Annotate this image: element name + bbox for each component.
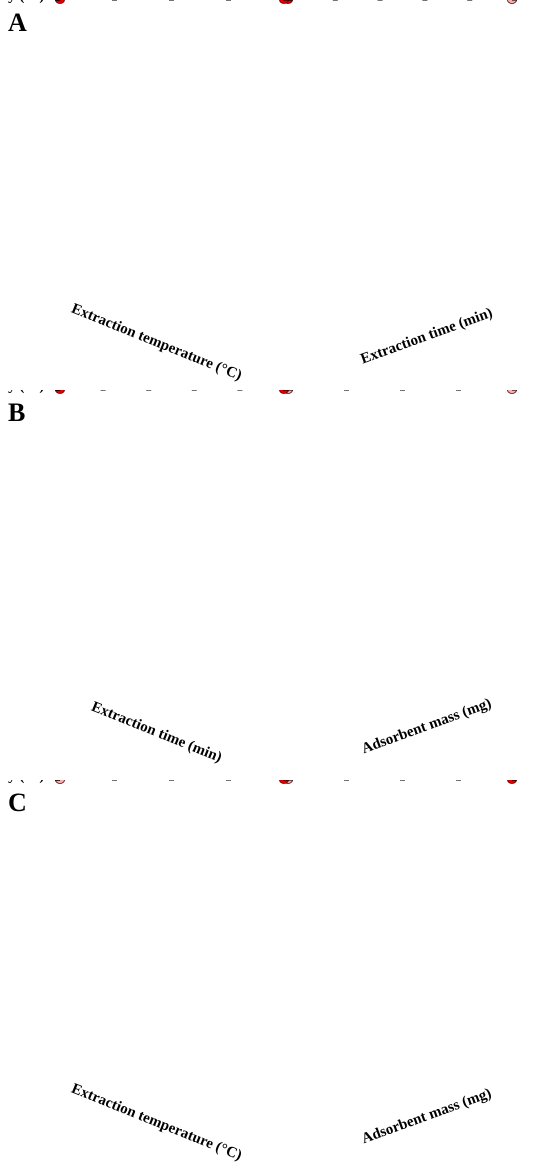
x-tick-label: 25.00 (212, 390, 236, 393)
y-tick-label: 0.40 (406, 390, 425, 393)
z-tick-label: 75 (43, 0, 54, 3)
y-tick-label: 40.00 (473, 0, 497, 3)
y-tick-label: 0.30 (350, 390, 369, 393)
design-point (507, 0, 517, 4)
y-tick-label: 45.00 (518, 0, 542, 3)
y-tick-label: 0.20 (294, 390, 313, 393)
axes: 55606570758085 25.00 30.00 35.00 40.00 45.00 0… (0, 780, 537, 1164)
z-tick-label: 60 (43, 390, 54, 393)
x-tick-label: 45.00 (29, 0, 53, 3)
z-tick-label: 70 (43, 780, 54, 783)
x-axis-label: Extraction time (min) (89, 699, 224, 766)
z-tick-label: 85 (43, 390, 54, 393)
z-tick-label: 55 (43, 780, 54, 783)
panel-label-c: C (8, 788, 27, 817)
x-tick-label: 25.00 (257, 0, 281, 3)
z-tick-label: 80 (43, 390, 54, 393)
x-axis-label: Extraction temperature (°C) (69, 1081, 244, 1164)
x-tick-label: 40.00 (86, 0, 110, 3)
z-tick-label: 55 (43, 0, 54, 3)
design-point (279, 0, 289, 4)
axes: 55606570758085 25.00 30.00 35.00 40.00 45.00 2… (0, 0, 542, 384)
design-points (55, 390, 517, 394)
x-tick-label: 45.00 (29, 390, 53, 393)
surface-plot-a: 55606570758085 25.00 30.00 35.00 40.00 45.00 2… (0, 0, 542, 384)
panel-a: 5560657075808525.0030.0035.0040.0045.002… (0, 0, 550, 390)
y-tick-label: 0.60 (518, 390, 537, 393)
x-tick-label: 35.00 (143, 780, 167, 783)
x-tick-label: 40.00 (75, 390, 99, 393)
panel-label-b: B (8, 398, 26, 427)
x-tick-label: 30.00 (166, 390, 190, 393)
z-tick-label: 55 (43, 390, 54, 393)
y-tick-label: 20.00 (294, 0, 318, 3)
design-point (507, 390, 517, 394)
z-tick-label: 65 (43, 0, 54, 3)
x-tick-label: 35.00 (120, 390, 144, 393)
z-tick-label: 60 (43, 0, 54, 3)
y-tick-label: 25.00 (339, 0, 363, 3)
x-tick-label: 20.00 (257, 390, 281, 393)
z-tick-label: 75 (43, 780, 54, 783)
y-tick-label: 0.20 (294, 780, 313, 783)
z-tick-label: 70 (43, 390, 54, 393)
design-points (55, 0, 517, 4)
surface-plot-c: 55606570758085 25.00 30.00 35.00 40.00 45.00 0… (0, 780, 537, 1164)
design-point (507, 780, 517, 784)
y-tick-label: 30.00 (384, 0, 408, 3)
design-point (55, 390, 65, 394)
axes: 55606570758085 20.00 25.00 30.00 35.00 40.00 4… (0, 390, 537, 766)
design-point (55, 780, 65, 784)
panel-label-a: A (8, 8, 27, 37)
design-point (279, 780, 289, 784)
panel-b: 5560657075808520.0025.0030.0035.0040.004… (0, 390, 550, 780)
y-axis-label: Adsorbent mass (mg) (360, 1085, 494, 1147)
z-tick-label: 80 (43, 780, 54, 783)
z-tick-label: 75 (43, 390, 54, 393)
z-tick-label: 70 (43, 0, 54, 3)
design-point (55, 0, 65, 4)
x-tick-label: 30.00 (200, 0, 224, 3)
z-tick-label: 65 (43, 780, 54, 783)
x-tick-label: 30.00 (200, 780, 224, 783)
z-tick-label: 85 (43, 780, 54, 783)
y-tick-label: 0.30 (350, 780, 369, 783)
design-point (279, 390, 289, 394)
x-tick-label: 35.00 (143, 0, 167, 3)
z-tick-label: 80 (43, 0, 54, 3)
z-axis-label: Recovery (%) (0, 390, 44, 394)
z-axis-label: Recovery (%) (0, 780, 44, 784)
y-axis-label: Extraction time (min) (359, 305, 495, 368)
z-axis-label: Recovery (%) (0, 0, 44, 4)
x-tick-label: 40.00 (86, 780, 110, 783)
surface-plot-b: 55606570758085 20.00 25.00 30.00 35.00 40.00 4… (0, 390, 537, 766)
x-tick-label: 25.00 (257, 780, 281, 783)
y-tick-label: 0.60 (518, 780, 537, 783)
x-axis-label: Extraction temperature (°C) (69, 301, 244, 384)
z-tick-label: 60 (43, 780, 54, 783)
y-axis-label: Adsorbent mass (mg) (360, 695, 494, 757)
y-tick-label: 35.00 (428, 0, 452, 3)
z-tick-label: 65 (43, 390, 54, 393)
z-tick-label: 85 (43, 0, 54, 3)
y-tick-label: 0.50 (462, 780, 481, 783)
x-tick-label: 45.00 (29, 780, 53, 783)
panel-c: 55606570758085 25.00 30.00 35.00 40.00 45.00 0… (0, 780, 550, 1170)
y-tick-label: 0.50 (462, 390, 481, 393)
y-tick-label: 0.40 (406, 780, 425, 783)
design-points (55, 780, 517, 784)
